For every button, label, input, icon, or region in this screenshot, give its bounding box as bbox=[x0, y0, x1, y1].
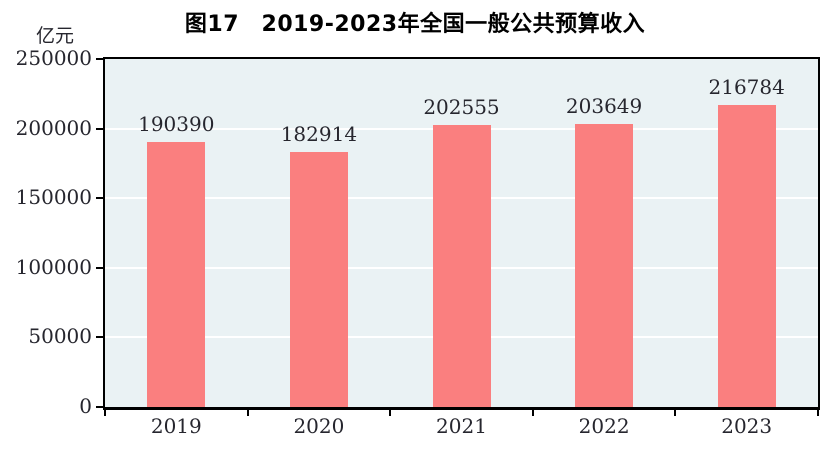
x-tick-mark-5 bbox=[817, 410, 819, 416]
bar-2022 bbox=[575, 123, 634, 407]
x-tick-mark-1 bbox=[246, 410, 249, 416]
y-tick-label-200000: 200000 bbox=[15, 115, 92, 140]
y-tick-mark-50000 bbox=[96, 336, 103, 339]
y-tick-label-100000: 100000 bbox=[15, 254, 92, 279]
x-tick-mark-4 bbox=[674, 410, 677, 416]
bar-value-label-2021: 202555 bbox=[423, 95, 500, 120]
bar-value-label-2023: 216784 bbox=[708, 75, 785, 100]
y-tick-mark-100000 bbox=[96, 266, 103, 269]
x-axis-label-2021: 2021 bbox=[436, 414, 487, 438]
y-tick-label-50000: 50000 bbox=[28, 324, 92, 349]
plot-area bbox=[103, 57, 820, 410]
x-axis-label-2020: 2020 bbox=[293, 414, 345, 438]
chart-title: 图17 2019-2023年全国一般公共预算收入 bbox=[184, 12, 646, 37]
y-tick-label-250000: 250000 bbox=[15, 46, 92, 70]
bar-value-label-2019: 190390 bbox=[138, 111, 215, 136]
bar-2020 bbox=[289, 152, 348, 407]
bar-2021 bbox=[432, 125, 491, 407]
y-tick-mark-150000 bbox=[96, 197, 103, 200]
bar-2023 bbox=[717, 105, 776, 407]
y-tick-mark-250000 bbox=[96, 58, 103, 60]
x-axis-label-2019: 2019 bbox=[150, 414, 202, 438]
x-tick-mark-0 bbox=[104, 410, 106, 416]
bar-value-label-2022: 203649 bbox=[565, 93, 643, 118]
y-tick-label-150000: 150000 bbox=[15, 185, 92, 210]
x-axis-label-2022: 2022 bbox=[578, 414, 630, 438]
bar-value-label-2020: 182914 bbox=[280, 122, 358, 147]
y-axis-unit-label: 亿元 bbox=[36, 25, 75, 47]
y-tick-mark-0 bbox=[96, 406, 103, 408]
y-tick-mark-200000 bbox=[96, 127, 103, 130]
x-tick-mark-2 bbox=[389, 410, 392, 416]
y-tick-label-0: 0 bbox=[79, 394, 92, 418]
bar-2019 bbox=[147, 141, 206, 407]
x-tick-mark-3 bbox=[531, 410, 534, 416]
x-axis-label-2023: 2023 bbox=[721, 414, 773, 438]
